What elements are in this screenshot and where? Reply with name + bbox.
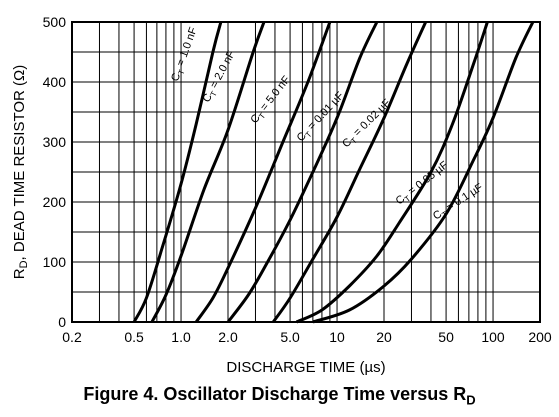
y-tick-label: 100 — [43, 254, 67, 270]
y-tick-label: 500 — [43, 14, 67, 30]
x-tick-label: 10 — [329, 329, 345, 345]
x-tick-label: 5.0 — [280, 329, 300, 345]
x-tick-label: 2.0 — [218, 329, 238, 345]
series-curve-5 — [271, 21, 428, 323]
curves — [132, 21, 535, 324]
series-curve-6 — [295, 21, 489, 324]
x-tick-label: 50 — [438, 329, 454, 345]
x-tick-label: 100 — [481, 329, 505, 345]
series-curve-3 — [194, 21, 332, 323]
grid — [72, 22, 540, 322]
x-tick-label: 200 — [528, 329, 552, 345]
y-axis-label-subscript: D — [18, 260, 30, 268]
caption-subscript: D — [466, 392, 476, 408]
chart: 0.2 0.5 1.0 2.0 5.0 10 20 50 100 200 0 100 200 300 40… — [11, 14, 552, 376]
figure-caption: Figure 4. Oscillator Discharge Time vers… — [83, 384, 476, 408]
y-tick-label: 0 — [58, 314, 66, 330]
y-tick-label: 300 — [43, 134, 67, 150]
x-tick-label: 0.5 — [124, 329, 144, 345]
y-axis-label: RD, DEAD TIME RESISTOR (Ω) — [11, 65, 30, 279]
y-tick-label: 400 — [43, 74, 67, 90]
plot-frame — [71, 21, 541, 323]
curve-label: CT = 0.02 µF — [340, 97, 395, 152]
x-tick-labels: 0.2 0.5 1.0 2.0 5.0 10 20 50 100 200 — [62, 329, 552, 345]
x-axis-label: DISCHARGE TIME (µs) — [226, 359, 385, 376]
x-tick-label: 1.0 — [171, 329, 191, 345]
series-curve-4 — [226, 21, 379, 323]
y-tick-labels: 0 100 200 300 400 500 — [43, 14, 67, 330]
curve-label: CT = 0.05 µF — [394, 159, 452, 209]
x-tick-label: 20 — [376, 329, 392, 345]
series-curve-7 — [312, 21, 535, 324]
x-tick-label: 0.2 — [62, 329, 82, 345]
y-tick-label: 200 — [43, 194, 67, 210]
series-curve-1 — [132, 21, 223, 323]
series-curve-2 — [150, 21, 266, 323]
